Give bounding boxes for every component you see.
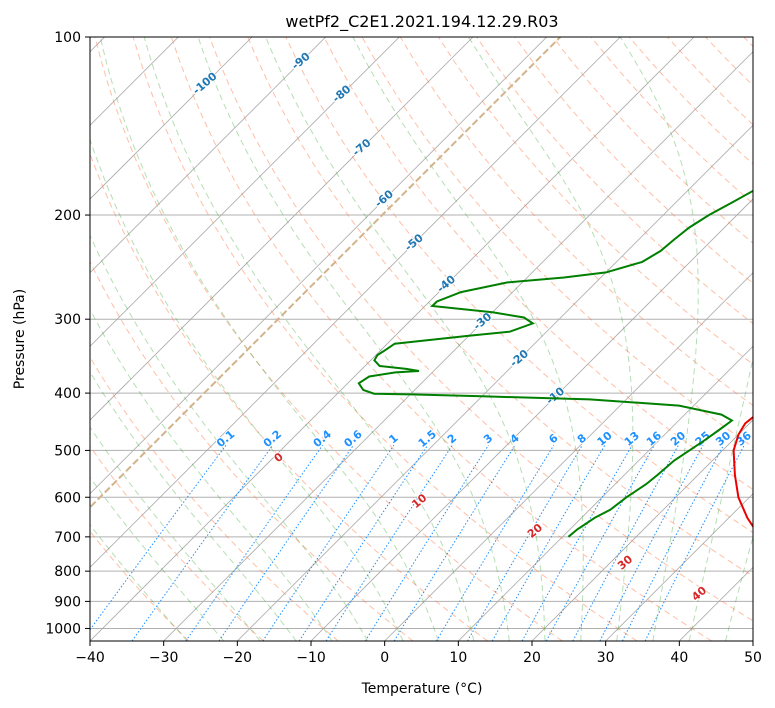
x-tick-label: 0: [380, 650, 389, 666]
dry-adiabat-line: [247, 37, 753, 577]
y-tick-label: 900: [54, 594, 81, 610]
mixing-ratio-line: [185, 444, 324, 641]
x-tick-label: 10: [449, 650, 467, 666]
dewpoint-line: [357, 189, 753, 538]
isotherm-line: [384, 272, 753, 641]
y-tick-label: 100: [54, 30, 81, 46]
mixing-ratio-line: [521, 444, 633, 641]
moist-adiabat-line: [197, 37, 510, 641]
y-tick-label: 600: [54, 490, 81, 506]
y-tick-label: 700: [54, 530, 81, 546]
isotherm-line: [752, 640, 753, 641]
isotherm-line: [90, 37, 621, 568]
x-tick-label: 30: [597, 650, 615, 666]
mixing-ratio-line: [364, 444, 489, 641]
x-tick-label: 40: [670, 650, 688, 666]
y-tick-label: 400: [54, 386, 81, 402]
dry-adiabat-line: [90, 260, 414, 641]
isotherm-line: [458, 345, 753, 641]
isotherm-line: [605, 493, 753, 641]
moist-adiabat-line: [90, 426, 261, 641]
isotherm-line: [90, 37, 695, 641]
mixing-ratio-line: [435, 444, 555, 641]
isotherm-line: [237, 124, 753, 641]
moist-adiabat-line: [90, 371, 297, 641]
mixing-ratio-line: [90, 444, 227, 631]
moist-adiabat-line: [619, 37, 699, 641]
plot-background: [90, 37, 753, 641]
mixing-ratio-line: [545, 444, 655, 641]
dry-adiabat-line: [209, 37, 753, 622]
dry-adiabat-line: [170, 37, 712, 641]
isotherm-line: [90, 37, 326, 274]
background-lines: [90, 37, 753, 641]
mixing-ratio-line: [467, 444, 583, 641]
moist-adiabat-line: [352, 37, 584, 641]
x-tick-label: 50: [744, 650, 762, 666]
y-tick-label: 500: [54, 443, 81, 459]
y-tick-label: 300: [54, 312, 81, 328]
moist-adiabat-line: [688, 355, 753, 641]
dry-adiabat-line: [94, 37, 563, 641]
isotherm-line: [90, 37, 253, 200]
dry-adiabat-line: [90, 445, 264, 641]
axis-ticks: −40 −30 −20 −10 0 10 20 30 40 50 100 200 300 400 500 60…: [45, 30, 762, 666]
moist-adiabat-line: [90, 138, 404, 641]
moist-adiabat-line: [90, 234, 369, 641]
sounding-profiles: [357, 189, 753, 538]
isotherm-line: [531, 419, 753, 641]
y-tick-label: 1000: [45, 621, 81, 637]
plot-frame: [89, 36, 754, 642]
isotherm-line: [90, 37, 547, 495]
moist-adiabat-line: [725, 534, 753, 641]
isotherm-line: [90, 37, 400, 347]
x-tick-label: −10: [296, 650, 326, 666]
x-axis-label: Temperature (°C): [361, 681, 483, 697]
y-axis-label: Pressure (hPa): [12, 289, 28, 389]
moist-adiabat-line: [90, 523, 188, 641]
mixing-ratio-line: [491, 444, 606, 641]
moist-adiabat-line: [265, 37, 546, 641]
mixing-ratio-line: [298, 444, 429, 641]
dry-adiabat-line: [285, 37, 753, 534]
x-tick-label: −20: [223, 650, 253, 666]
dry-adiabat-line: [476, 37, 753, 325]
mixing-ratio-line: [644, 444, 745, 641]
y-tick-label: 200: [54, 208, 81, 224]
x-tick-label: −40: [75, 650, 105, 666]
dry-adiabat-line: [132, 37, 638, 641]
x-tick-label: −30: [149, 650, 179, 666]
mixing-ratio-line: [325, 444, 453, 641]
temperature-line: [732, 415, 753, 529]
moist-adiabat-line: [143, 37, 475, 641]
x-tick-label: 20: [523, 650, 541, 666]
mixing-ratio-line: [131, 444, 274, 641]
isotherm-line: [90, 37, 474, 421]
dry-adiabat-line: [514, 37, 753, 284]
mixing-ratio-line: [218, 444, 354, 641]
chart-title: wetPf2_C2E1.2021.194.12.29.R03: [285, 12, 558, 32]
moist-adiabat-line: [468, 37, 634, 641]
isotherm-line: [163, 51, 753, 641]
moist-adiabat-line: [90, 476, 225, 641]
dry-adiabat-line: [323, 37, 753, 491]
moist-adiabat-line: [90, 308, 333, 641]
mixing-ratio-line: [262, 444, 395, 641]
moist-adiabat-line: [99, 37, 439, 641]
y-tick-label: 800: [54, 564, 81, 580]
